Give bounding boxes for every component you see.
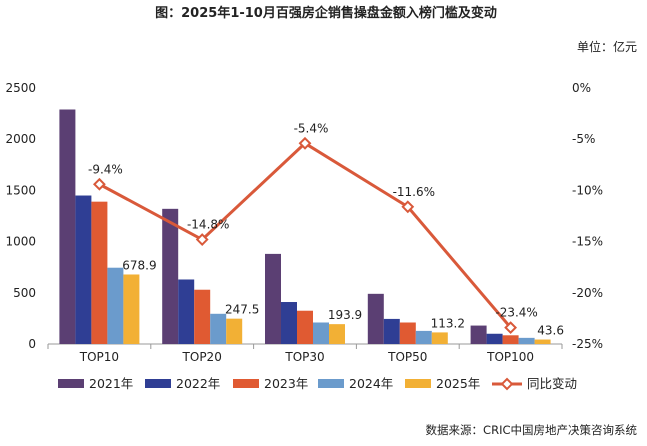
bar	[399, 322, 416, 344]
y-right-tick-label: 0%	[572, 81, 591, 95]
legend-label: 2025年	[436, 376, 480, 391]
source-note: 数据来源：CRIC中国房地产决策咨询系统	[426, 423, 638, 437]
chart-title: 图：2025年1-10月百强房企销售操盘金额入榜门槛及变动	[155, 5, 497, 21]
bar	[194, 289, 211, 344]
legend-swatch	[58, 379, 84, 388]
y-left-tick-label: 1500	[5, 183, 36, 197]
yoy-label: -23.4%	[495, 306, 537, 320]
y-right-tick-label: -20%	[572, 286, 603, 300]
bar	[415, 330, 432, 344]
y-right-tick-label: -10%	[572, 183, 603, 197]
unit-label: 单位：亿元	[577, 39, 637, 54]
y-right-tick-label: -15%	[572, 235, 603, 249]
bar	[91, 201, 108, 344]
legend-label: 2022年	[176, 376, 220, 391]
bar	[329, 324, 345, 344]
bar	[367, 293, 384, 344]
legend-swatch	[233, 379, 259, 388]
yoy-marker	[504, 321, 518, 335]
x-tick-label: TOP30	[284, 350, 324, 364]
bar	[470, 325, 487, 344]
legend-label: 2024年	[349, 376, 393, 391]
yoy-label: -11.6%	[393, 185, 435, 199]
bar	[281, 302, 297, 344]
y-left-tick-label: 500	[13, 286, 36, 300]
legend-swatch	[145, 379, 171, 388]
bar-value-label: 193.9	[328, 308, 362, 322]
yoy-marker	[195, 233, 209, 246]
bar	[502, 335, 519, 344]
yoy-marker	[298, 136, 312, 150]
bar-value-label: 43.6	[537, 324, 564, 338]
bar	[297, 310, 313, 344]
bar	[534, 339, 551, 344]
bar-value-label: 678.9	[122, 258, 156, 272]
bar	[162, 208, 179, 344]
legend-swatch	[318, 379, 344, 388]
y-right-tick-label: -5%	[572, 132, 595, 146]
bar	[383, 318, 400, 344]
y-right-tick-label: -25%	[572, 337, 603, 351]
legend-label: 2023年	[264, 376, 308, 391]
yoy-label: -5.4%	[294, 121, 329, 135]
bar-value-label: 113.2	[431, 316, 465, 330]
bar	[178, 279, 195, 344]
bar	[226, 318, 243, 344]
bar	[313, 322, 329, 344]
x-tick-label: TOP100	[486, 350, 534, 364]
bar	[210, 313, 227, 344]
y-left-tick-label: 2500	[5, 81, 36, 95]
bar	[486, 333, 503, 344]
x-tick-label: TOP10	[79, 350, 119, 364]
x-tick-label: TOP20	[182, 350, 222, 364]
bar	[518, 337, 535, 344]
yoy-line	[98, 141, 512, 329]
legend-marker	[500, 377, 514, 391]
bar	[107, 267, 124, 344]
bar	[75, 195, 92, 344]
yoy-label: -14.8%	[187, 218, 229, 232]
bar	[59, 109, 76, 344]
yoy-marker	[92, 177, 106, 191]
y-left-tick-label: 2000	[5, 132, 36, 146]
bar	[265, 253, 281, 344]
y-left-tick-label: 1000	[5, 235, 36, 249]
y-left-tick-label: 0	[28, 337, 36, 351]
legend-label: 2021年	[89, 376, 133, 391]
yoy-label: -9.4%	[88, 162, 123, 176]
legend-swatch	[405, 379, 431, 388]
yoy-marker	[401, 200, 415, 214]
bar	[431, 332, 448, 344]
legend-label: 同比变动	[527, 376, 577, 391]
bar	[123, 274, 140, 344]
bar-value-label: 247.5	[225, 303, 259, 317]
x-tick-label: TOP50	[387, 350, 427, 364]
